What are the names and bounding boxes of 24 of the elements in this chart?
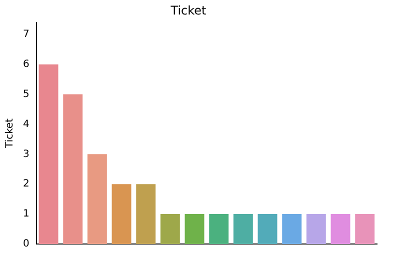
bar [209, 214, 229, 244]
y-tick-label: 5 [22, 88, 30, 100]
y-tick-label: 6 [22, 58, 30, 70]
y-tick-label: 1 [22, 208, 30, 220]
bar [282, 214, 302, 244]
bar [306, 214, 326, 244]
y-tick-label: 7 [22, 28, 30, 40]
bar [160, 214, 180, 244]
bar [184, 214, 204, 244]
bar [112, 184, 132, 244]
y-tick-label: 3 [22, 148, 30, 160]
bar [87, 154, 107, 244]
bar [38, 64, 58, 244]
bar [258, 214, 278, 244]
y-tick-label: 2 [22, 178, 30, 190]
chart-title: Ticket [170, 3, 207, 18]
bar [136, 184, 156, 244]
bar [233, 214, 253, 244]
y-tick-label: 0 [22, 238, 30, 250]
bar [63, 94, 83, 244]
bar [330, 214, 350, 244]
bar [355, 214, 375, 244]
y-tick-label: 4 [22, 118, 30, 130]
y-axis-title: Ticket [4, 118, 16, 149]
